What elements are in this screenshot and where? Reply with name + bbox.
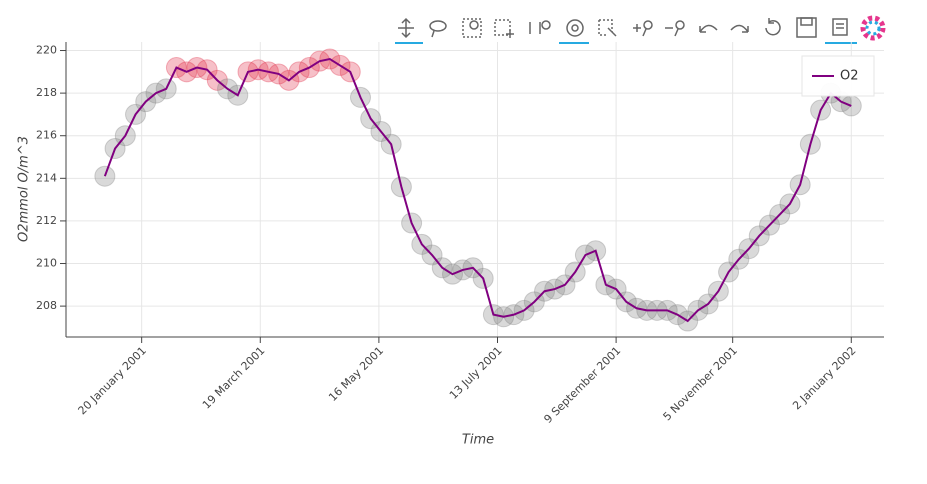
toolbar: [395, 15, 886, 44]
undo-tool[interactable]: [699, 24, 718, 33]
x-tick-label: 2 January 2002: [790, 344, 858, 412]
poly-select-tool[interactable]: [598, 19, 617, 37]
legend-label: O2: [840, 69, 859, 84]
zoom-out-tool[interactable]: [665, 20, 685, 37]
zoom-in-x-tool[interactable]: [529, 20, 551, 34]
save-tool[interactable]: [796, 17, 817, 38]
y-axis-title: O2mmol O/m^3: [17, 136, 32, 242]
bokeh-logo[interactable]: [860, 15, 886, 41]
pan-tool[interactable]: [395, 17, 423, 44]
x-axis-title: Time: [462, 433, 494, 448]
y-tick-label: 214: [36, 171, 57, 184]
x-tick-label: 5 November 2001: [661, 344, 740, 423]
data-line: [103, 57, 852, 323]
reset-tool[interactable]: [765, 18, 781, 36]
wheel-zoom-tool[interactable]: [559, 19, 589, 44]
redo-tool[interactable]: [730, 24, 749, 33]
box-zoom-tool[interactable]: [462, 18, 482, 38]
x-tick-label: 13 July 2001: [447, 344, 505, 402]
y-tick-label: 212: [36, 214, 57, 227]
y-tick-label: 210: [36, 257, 57, 270]
y-tick-label: 208: [36, 299, 57, 312]
x-tick-label: 9 September 2001: [541, 344, 623, 426]
hover-tool[interactable]: [825, 18, 857, 44]
x-tick-label: 19 March 2001: [200, 344, 268, 412]
lasso-tool[interactable]: [429, 20, 447, 38]
x-tick-label: 16 May 2001: [326, 344, 386, 404]
y-tick-label: 220: [36, 44, 57, 57]
box-select-tool[interactable]: [494, 19, 514, 38]
x-tick-label: 20 January 2001: [76, 344, 149, 417]
y-tick-label: 216: [36, 129, 57, 142]
y-tick-label: 218: [36, 86, 57, 99]
zoom-in-tool[interactable]: [633, 20, 653, 37]
